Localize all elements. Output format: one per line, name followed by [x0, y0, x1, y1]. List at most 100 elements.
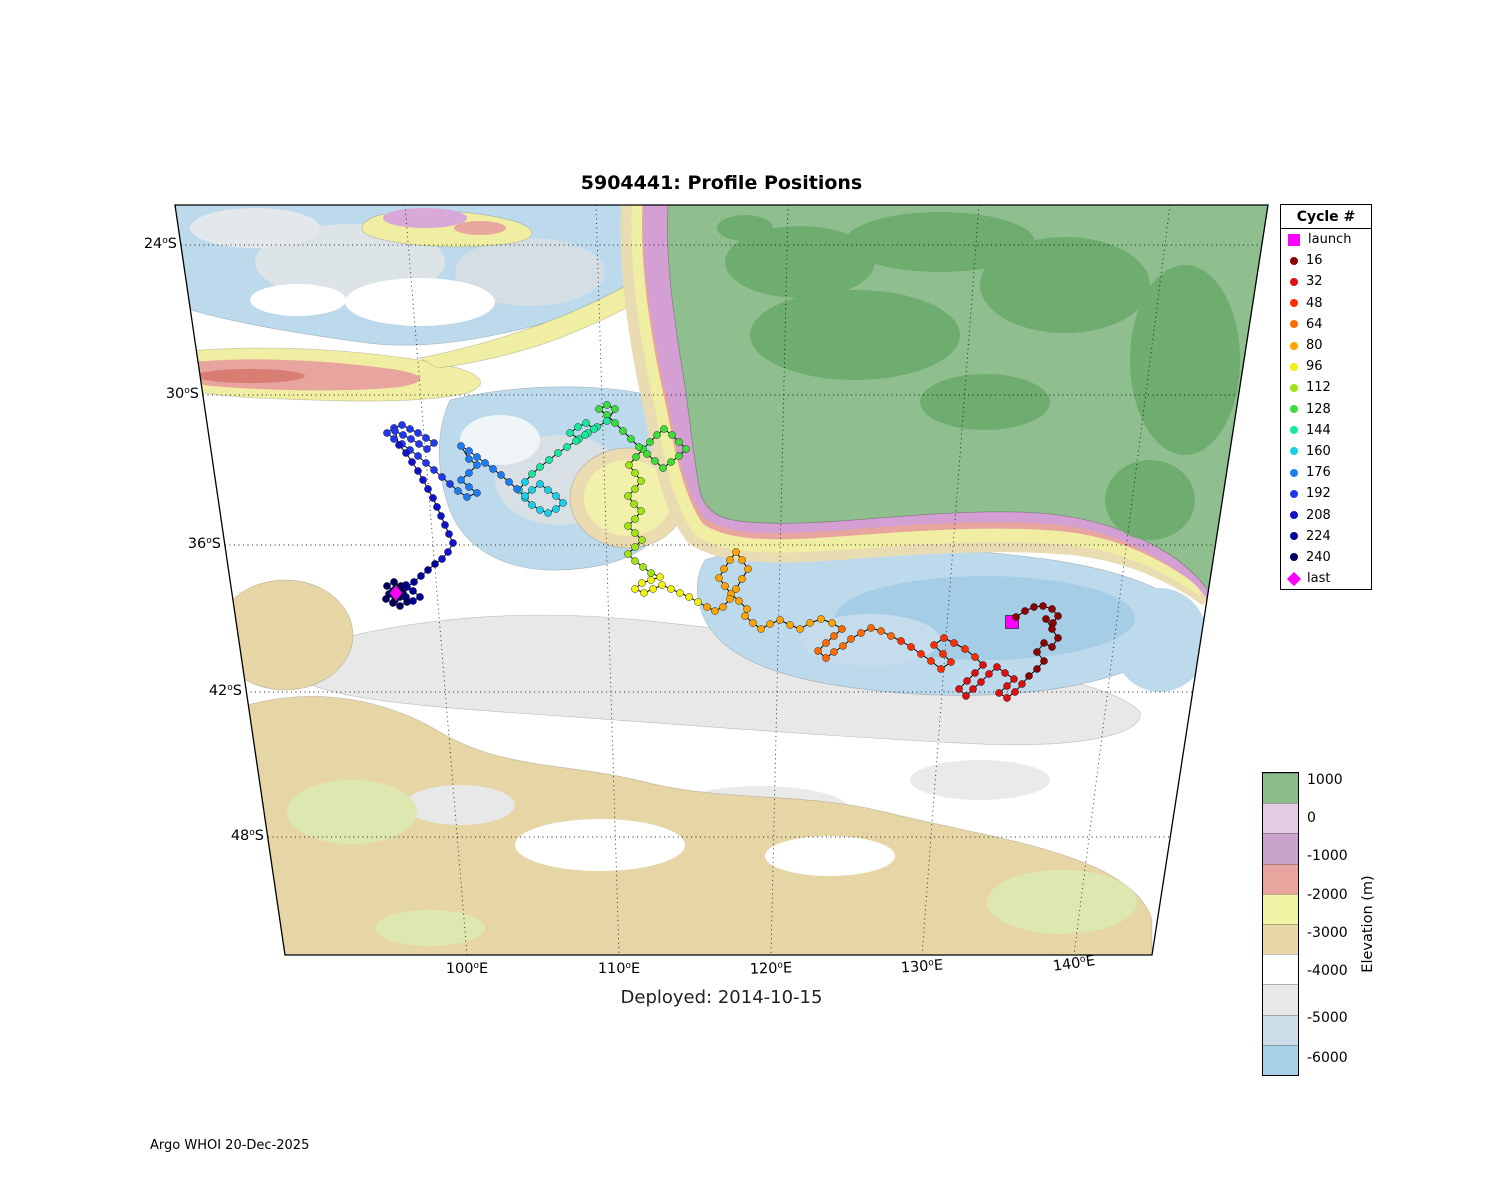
cycle-dot-icon [1290, 447, 1298, 456]
profile-position-dot [403, 598, 411, 606]
profile-position-dot [947, 658, 955, 666]
profile-position-dot [735, 597, 743, 605]
profile-position-dot [971, 669, 979, 677]
profile-position-dot [390, 435, 398, 443]
profile-position-dot [667, 458, 675, 466]
legend-entry-label: 48 [1306, 295, 1323, 311]
cycle-dot-icon [1290, 383, 1298, 392]
profile-position-dot [1010, 675, 1018, 683]
profile-position-dot [417, 572, 425, 580]
profile-position-dot [419, 476, 427, 484]
profile-position-dot [1033, 665, 1041, 673]
colorbar-band [1263, 1044, 1298, 1076]
lon-tick-label: 100oE [445, 961, 489, 977]
land-highland [845, 212, 1035, 272]
profile-position-dot [806, 619, 814, 627]
colorbar-axis-label: Elevation (m) [1360, 875, 1376, 973]
profile-position-dot [786, 621, 794, 629]
profile-position-dot [822, 639, 830, 647]
profile-position-dot [637, 477, 645, 485]
cycle-dot-icon [1290, 489, 1298, 498]
profile-position-dot [611, 419, 619, 427]
profile-position-dot [631, 543, 639, 551]
profile-position-dot [640, 589, 648, 597]
legend-title: Cycle # [1281, 205, 1371, 229]
lon-tick-label: 110oE [597, 961, 641, 977]
land-highland [725, 226, 875, 298]
profile-position-dot [675, 438, 683, 446]
profile-position-dot [659, 464, 667, 472]
bathymetry-contour [765, 836, 895, 876]
profile-position-dot [536, 506, 544, 514]
deployed-date-label: Deployed: 2014-10-15 [620, 987, 823, 1008]
profile-position-dot [406, 425, 414, 433]
profile-position-dot [473, 461, 481, 469]
profile-position-dot [867, 624, 875, 632]
legend-entry-label: launch [1308, 232, 1352, 248]
colorbar-tick-label: -4000 [1307, 963, 1348, 979]
land-highland [1130, 265, 1240, 455]
profile-position-dot [817, 615, 825, 623]
profile-position-dot [454, 487, 462, 495]
profile-position-dot [424, 485, 432, 493]
legend-entry: 16 [1281, 250, 1371, 271]
profile-position-dot [433, 503, 441, 511]
profile-position-dot [651, 457, 659, 465]
graticule-line [1073, 204, 1171, 956]
profile-position-dot [950, 639, 958, 647]
legend-entry: 192 [1281, 483, 1371, 504]
profile-position-dot [647, 569, 655, 577]
profile-position-dot [741, 612, 749, 620]
profile-position-dot [631, 557, 639, 565]
bathymetry-contour [299, 614, 1141, 746]
profile-position-dot [653, 431, 661, 439]
legend-entry: 96 [1281, 356, 1371, 377]
profile-position-dot [1030, 603, 1038, 611]
profile-position-dot [719, 603, 727, 611]
profile-position-dot [422, 434, 430, 442]
profile-position-dot [962, 692, 970, 700]
profile-position-dot [977, 678, 985, 686]
profile-position-dot [979, 661, 987, 669]
degree-superscript: o [927, 958, 935, 969]
profile-position-dot [544, 509, 552, 517]
profile-position-dot [676, 589, 684, 597]
lat-tick-label: 36oS [187, 536, 221, 552]
elevation-colorbar [1262, 772, 1299, 1076]
profile-position-dot [647, 576, 655, 584]
profile-position-dot [694, 598, 702, 606]
profile-position-dot [738, 556, 746, 564]
profile-position-dot [423, 445, 431, 453]
profile-position-dot [552, 505, 560, 513]
legend-entry: last [1281, 568, 1371, 589]
profile-position-dot [930, 641, 938, 649]
profile-position-dot [732, 585, 740, 593]
profile-position-dot [963, 677, 971, 685]
bathymetry-contour [216, 579, 354, 691]
cycle-legend: Cycle # launch 16 32 48 64 80 96 112 128 144 160 17… [1280, 204, 1372, 591]
colorbar-tick-label: 1000 [1307, 772, 1343, 788]
profile-position-dot [828, 619, 836, 627]
profile-position-dot [391, 427, 399, 435]
profile-position-dot [646, 438, 654, 446]
profile-position-dot [581, 431, 589, 439]
profile-position-dot [1054, 634, 1062, 642]
profile-position-dot [408, 458, 416, 466]
profile-position-dot [703, 603, 711, 611]
land-highland [1105, 460, 1195, 540]
profile-position-dot [590, 425, 598, 433]
profile-position-dot [658, 581, 666, 589]
land-highland [750, 290, 960, 380]
profile-position-dot [639, 563, 647, 571]
profile-position-dot [481, 459, 489, 467]
legend-entry-label: 64 [1306, 316, 1323, 332]
profile-position-dot [985, 670, 993, 678]
colorbar-tick-label: -5000 [1307, 1010, 1348, 1026]
cycle-dot-icon [1290, 320, 1298, 329]
profile-position-dot [414, 429, 422, 437]
margin-band-yellow [631, 205, 1208, 596]
cycle-dot-icon [1290, 405, 1298, 414]
profile-position-dot [572, 437, 580, 445]
profile-position-dot [528, 470, 536, 478]
